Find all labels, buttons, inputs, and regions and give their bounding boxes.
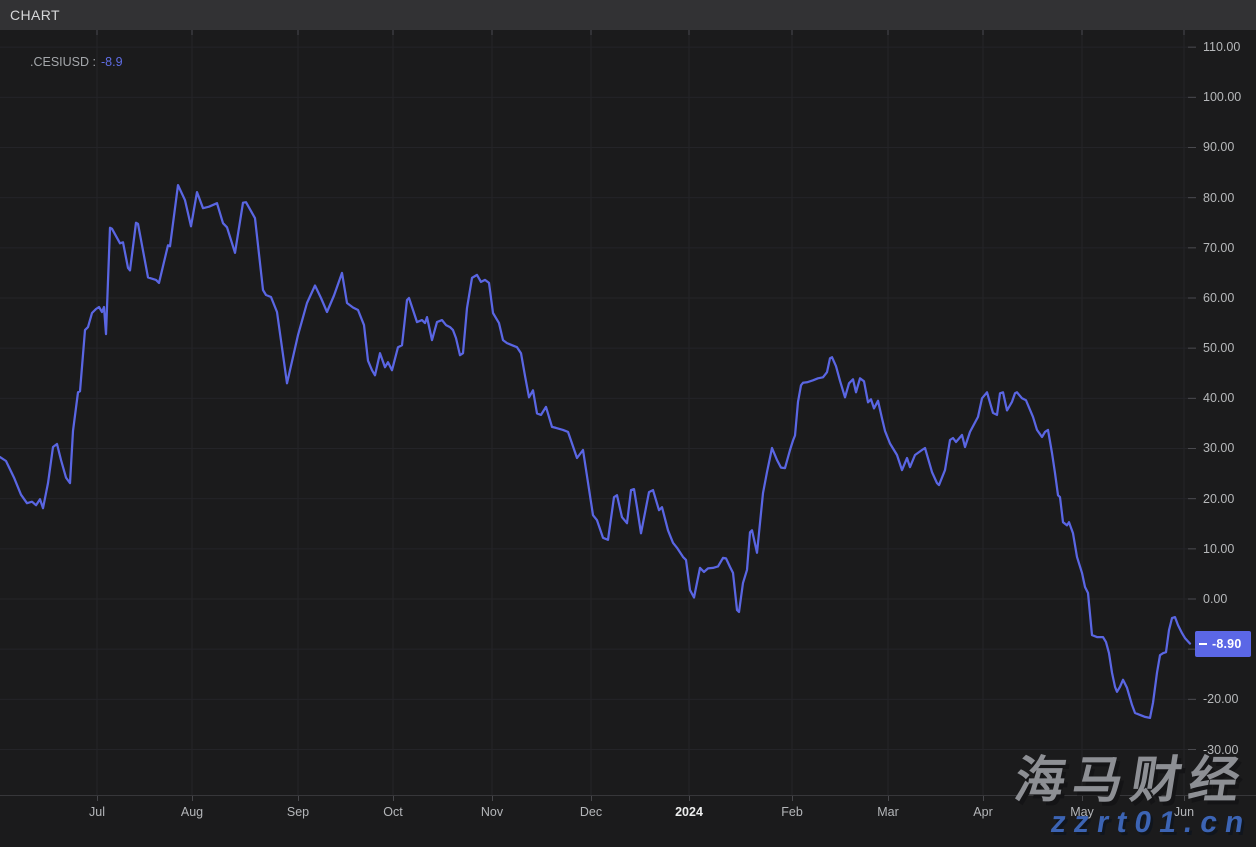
series-legend[interactable]: .CESIUSD : -8.9 — [30, 55, 123, 69]
badge-tick-dash — [1199, 642, 1207, 645]
y-axis-tick-label: 60.00 — [1203, 290, 1235, 305]
y-axis-labels: 110.00 100.00 90.00 80.00 70.00 60.00 50.00 40.… — [1196, 30, 1256, 795]
series-symbol-label: .CESIUSD : — [30, 55, 96, 69]
y-axis-tick-label: -30.00 — [1203, 742, 1239, 757]
x-axis-tick-label: Jul — [89, 805, 105, 819]
x-axis-tick-label: May — [1070, 805, 1094, 819]
x-axis-tick-label: Dec — [579, 805, 603, 819]
window-title-bar: CHART — [0, 0, 1256, 30]
x-axis-tick-label: 2024 — [675, 805, 703, 819]
y-axis-tick-label: -20.00 — [1203, 692, 1239, 707]
y-axis-tick-label: 0.00 — [1203, 592, 1228, 606]
x-axis-tick-label: Mar — [877, 805, 899, 819]
y-axis-tick-label: 90.00 — [1203, 140, 1235, 155]
x-tick-mark — [192, 796, 193, 801]
y-axis-tick-label: 10.00 — [1203, 541, 1235, 556]
x-tick-mark — [1082, 796, 1083, 801]
series-last-value: -8.9 — [101, 55, 123, 69]
x-tick-mark — [393, 796, 394, 801]
y-axis-tick-label: 20.00 — [1203, 491, 1235, 506]
chart-plot-area[interactable] — [0, 30, 1196, 795]
y-axis-tick-label: 30.00 — [1203, 441, 1235, 456]
x-tick-mark — [97, 796, 98, 801]
x-tick-mark — [983, 796, 984, 801]
x-tick-mark — [492, 796, 493, 801]
x-axis-tick-label: Apr — [973, 805, 993, 819]
x-axis-tick-label: Oct — [383, 805, 403, 819]
x-axis-strip: Jul Aug Sep Oct Nov Dec 2024 Feb Mar Apr May Jun — [0, 795, 1256, 847]
y-axis-tick-label: 110.00 — [1203, 40, 1241, 55]
watermark-url-text: zzrt01.cn — [1048, 806, 1254, 839]
x-axis-tick-label: Sep — [286, 805, 310, 819]
y-axis-tick-label: 80.00 — [1203, 190, 1235, 205]
x-axis-tick-label: Jun — [1173, 805, 1195, 819]
y-axis-tick-label: 40.00 — [1203, 391, 1235, 406]
badge-value: -8.90 — [1212, 636, 1242, 651]
price-line-series — [0, 183, 1192, 720]
watermark-cn-text: 海马财经 — [1010, 752, 1252, 808]
y-axis-tick-label: 70.00 — [1203, 240, 1235, 255]
x-tick-mark — [298, 796, 299, 801]
x-tick-mark — [1184, 796, 1185, 801]
y-axis-tick-label: 50.00 — [1203, 341, 1235, 356]
x-axis-tick-label: Feb — [781, 805, 803, 819]
y-axis-tick-label: 100.00 — [1203, 90, 1242, 105]
plot-svg[interactable] — [0, 30, 1196, 795]
last-price-badge: -8.90 — [1195, 630, 1251, 657]
x-tick-mark — [689, 796, 690, 801]
x-tick-mark — [888, 796, 889, 801]
x-axis-tick-label: Aug — [180, 805, 204, 819]
window-title: CHART — [10, 7, 60, 23]
x-tick-mark — [792, 796, 793, 801]
x-tick-mark — [591, 796, 592, 801]
x-axis-tick-label: Nov — [480, 805, 504, 819]
